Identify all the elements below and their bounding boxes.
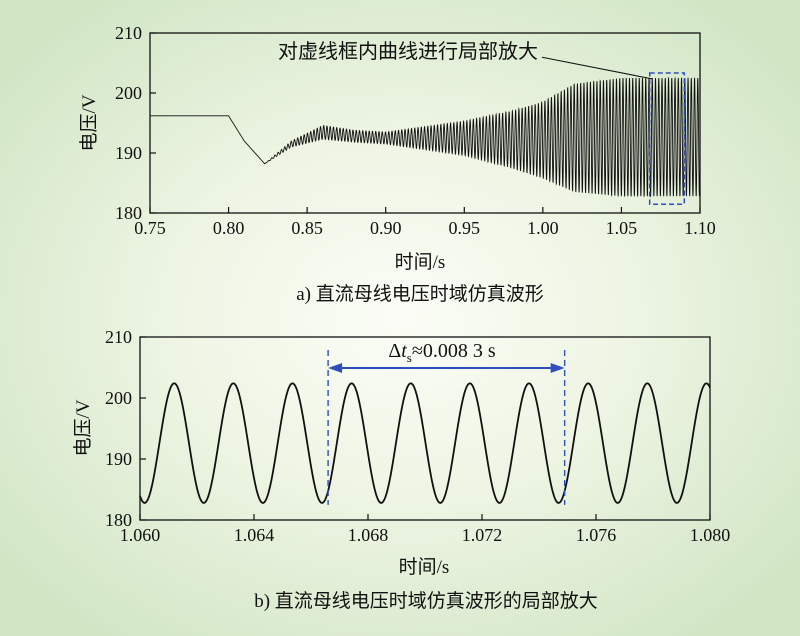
chart-a-x-tick-label: 1.10 <box>684 218 716 238</box>
chart-b-measure-label: Δts≈0.008 3 s <box>388 340 495 365</box>
chart-b-measure-var: t <box>401 340 407 362</box>
chart-b-plot-frame <box>139 336 711 521</box>
chart-a-x-tick-label: 0.85 <box>291 218 323 238</box>
chart-a-x-axis-label: 时间/s <box>395 251 446 273</box>
chart-b-x-tick-label: 1.068 <box>348 525 389 545</box>
chart-b-y-axis-label: 电压/V <box>72 399 94 456</box>
chart-a-ticks: 0.75 0.80 0.85 0.90 0.95 1.00 1.05 1.10 180 190 20… <box>115 23 716 238</box>
chart-a-annotation: 对虚线框内曲线进行局部放大 <box>278 40 538 63</box>
chart-b-y-tick-label: 190 <box>105 449 132 469</box>
chart-b-series-line <box>139 382 711 504</box>
chart-b-measure-subscript: s <box>407 350 412 365</box>
chart-a-plot-frame <box>149 32 701 214</box>
chart-a-y-tick-label: 190 <box>115 143 142 163</box>
chart-b-x-tick-label: 1.080 <box>690 525 731 545</box>
chart-b-measure-arrowhead-left <box>328 363 343 373</box>
chart-b-y-tick-label: 180 <box>105 510 132 530</box>
chart-a-x-tick-label: 1.05 <box>606 218 638 238</box>
chart-b-measure-value: ≈0.008 3 s <box>412 340 496 362</box>
chart-a: 0.75 0.80 0.85 0.90 0.95 1.00 1.05 1.10 180 190 20… <box>78 23 716 305</box>
chart-b-x-tick-label: 1.060 <box>120 525 161 545</box>
chart-a-x-tick-label: 0.95 <box>449 218 481 238</box>
chart-b: 1.060 1.064 1.068 1.072 1.076 1.080 180 190 200 2… <box>72 327 730 612</box>
chart-a-y-tick-label: 210 <box>115 23 142 43</box>
chart-a-x-tick-label: 0.80 <box>213 218 245 238</box>
chart-b-caption: b) 直流母线电压时域仿真波形的局部放大 <box>254 590 598 612</box>
chart-b-measure-arrowhead-right <box>550 363 565 373</box>
chart-b-x-tick-label: 1.072 <box>462 525 503 545</box>
chart-b-y-tick-label: 200 <box>105 388 132 408</box>
chart-a-caption: a) 直流母线电压时域仿真波形 <box>296 283 544 305</box>
chart-a-x-tick-label: 0.75 <box>134 218 166 238</box>
chart-a-x-tick-label: 1.00 <box>527 218 559 238</box>
chart-b-measure-delta: Δ <box>388 340 401 362</box>
chart-b-ticks: 1.060 1.064 1.068 1.072 1.076 1.080 180 190 200 2… <box>105 327 730 545</box>
chart-b-x-tick-label: 1.064 <box>234 525 275 545</box>
chart-a-y-tick-label: 180 <box>115 203 142 223</box>
chart-a-y-axis-label: 电压/V <box>78 94 100 151</box>
chart-a-series-line <box>150 76 701 198</box>
chart-a-y-tick-label: 200 <box>115 83 142 103</box>
chart-b-y-tick-label: 210 <box>105 327 132 347</box>
chart-a-zoom-region-box <box>648 72 686 205</box>
chart-a-x-tick-label: 0.90 <box>370 218 402 238</box>
chart-b-x-axis-label: 时间/s <box>399 556 450 578</box>
chart-a-annotation-leader <box>541 56 653 80</box>
chart-b-x-tick-label: 1.076 <box>576 525 617 545</box>
